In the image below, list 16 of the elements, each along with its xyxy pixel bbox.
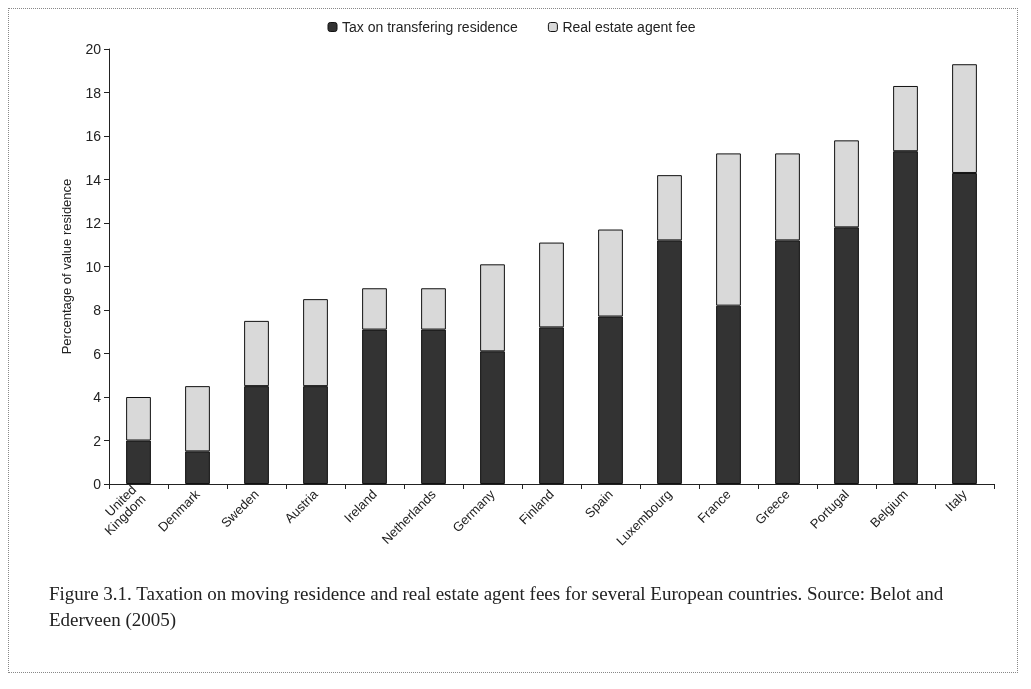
y-tick-label: 10 bbox=[85, 258, 102, 275]
y-tick-label: 12 bbox=[85, 215, 102, 231]
y-axis-title: Percentage of value residence bbox=[59, 178, 74, 355]
y-tick-label: 4 bbox=[93, 389, 102, 405]
y-tick-label: 18 bbox=[85, 84, 102, 101]
y-tick-label: 6 bbox=[93, 345, 102, 362]
y-tick-label: 14 bbox=[85, 171, 102, 188]
x-tick-label: Italy bbox=[942, 486, 971, 515]
y-tick-label: 20 bbox=[85, 41, 102, 57]
y-tick-label: 0 bbox=[93, 476, 102, 492]
y-tick-label: 2 bbox=[93, 432, 102, 449]
y-tick-label: 16 bbox=[85, 128, 102, 144]
legend-label: Real estate agent fee bbox=[562, 19, 696, 35]
legend-label: Tax on transfering residence bbox=[342, 19, 519, 35]
y-tick-label: 8 bbox=[93, 302, 102, 318]
caption: Figure 3.1. Taxation on moving residence and real estate agent fees for several European countries. Source: Belot and Ederveen (2005) bbox=[49, 582, 945, 632]
